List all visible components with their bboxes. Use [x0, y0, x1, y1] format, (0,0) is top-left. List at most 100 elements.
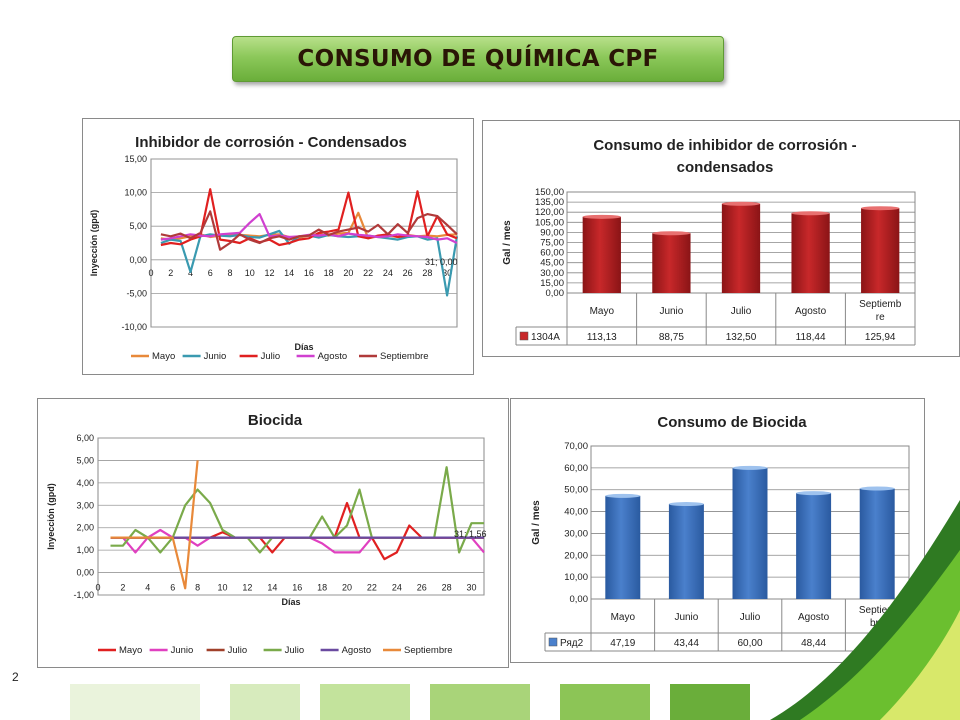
category-label: Junio [659, 306, 683, 317]
y-tick-label: 3,00 [76, 500, 94, 510]
legend-label: Agosto [342, 645, 372, 656]
y-tick-label: 4,00 [76, 478, 94, 488]
chart-panel-biocida-lineas: Biocida -1,00 0,00 1,00 2,00 3,00 4,00 5,00 6,00… [37, 398, 509, 668]
x-tick-label: 2 [168, 268, 173, 278]
chart-panel-inhibidor-lineas: Inhibidor de corrosión - Condensados -10,… [82, 118, 474, 375]
y-tick-label: 40,00 [564, 507, 588, 518]
y-tick-label: -10,00 [121, 322, 147, 332]
bar [605, 495, 641, 599]
y-axis-label: Inyección (gpd) [46, 483, 56, 550]
x-axis-label: Días [281, 597, 300, 607]
x-tick-label: 20 [343, 268, 353, 278]
bar [582, 216, 621, 293]
decor-strip [560, 684, 650, 720]
bar-cap [668, 502, 704, 507]
y-tick-label: 45,00 [540, 258, 564, 269]
legend-swatch [519, 331, 529, 341]
chart-title: Biocida [248, 412, 303, 429]
page-title: CONSUMO DE QUÍMICA CPF [297, 46, 659, 72]
y-tick-label: 5,00 [76, 455, 94, 465]
x-tick-label: 28 [442, 583, 452, 593]
series-line [110, 528, 485, 554]
chart-title: Inhibidor de corrosión - Condensados [135, 134, 407, 151]
x-tick-label: 10 [218, 583, 228, 593]
y-tick-label: 20,00 [564, 550, 588, 561]
x-tick-label: 12 [242, 583, 252, 593]
chart-title: condensados [677, 159, 774, 176]
y-tick-label: 15,00 [540, 278, 564, 289]
bar-cap [861, 206, 900, 211]
y-tick-label: 10,00 [564, 572, 588, 583]
data-label: 48,44 [801, 638, 826, 649]
x-tick-label: 0 [148, 268, 153, 278]
series-line [110, 501, 484, 561]
data-label: 118,44 [796, 332, 826, 343]
data-label: 113,13 [587, 332, 617, 343]
series-line [160, 210, 458, 251]
chart-panel-inhibidor-barras: Consumo de inhibidor de corrosión - conde… [482, 120, 960, 357]
y-tick-label: 30,00 [540, 268, 564, 279]
category-label: re [876, 312, 885, 323]
data-label: 47,19 [610, 638, 635, 649]
series-line [110, 466, 484, 554]
y-tick-label: 5,00 [129, 221, 147, 231]
x-tick-label: 18 [324, 268, 334, 278]
bar [721, 203, 761, 293]
chart-inhibidor-barras: Consumo de inhibidor de corrosión - conde… [502, 137, 916, 346]
y-tick-label: 10,00 [124, 188, 147, 198]
x-tick-label: 18 [317, 583, 327, 593]
data-label: 88,75 [659, 332, 684, 343]
y-tick-label: 1,00 [76, 545, 94, 555]
y-axis-label: Gal / mes [502, 220, 513, 265]
x-tick-label: 0 [95, 583, 100, 593]
decor-strip [320, 684, 410, 720]
y-tick-label: 135,00 [535, 197, 564, 208]
legend-label: Junio [171, 645, 194, 656]
series-line [160, 229, 459, 297]
category-label: Agosto [795, 306, 827, 317]
x-tick-label: 2 [120, 583, 125, 593]
category-label: Septiem [859, 605, 896, 616]
x-tick-label: 24 [383, 268, 393, 278]
y-tick-label: 60,00 [564, 463, 588, 474]
bar-cap [732, 465, 768, 470]
bar-cap [652, 231, 691, 236]
y-tick-label: -1,00 [73, 590, 94, 600]
decor-strip [70, 684, 200, 720]
x-tick-label: 22 [363, 268, 373, 278]
page-title-banner: CONSUMO DE QUÍMICA CPF [232, 36, 724, 82]
bar-cap [796, 491, 832, 496]
legend-label: Agosto [318, 351, 348, 362]
x-tick-label: 14 [267, 583, 277, 593]
x-tick-label: 28 [422, 268, 432, 278]
chart-title: Consumo de Biocida [657, 414, 807, 431]
legend-label: Septiembre [380, 351, 429, 362]
category-label: Junio [674, 612, 698, 623]
x-tick-label: 16 [292, 583, 302, 593]
category-label: Mayo [611, 612, 636, 623]
legend-label: Julio [285, 645, 305, 656]
legend-label: Mayo [152, 351, 175, 362]
y-tick-label: 6,00 [76, 433, 94, 443]
decor-strip [230, 684, 300, 720]
y-tick-label: -5,00 [126, 288, 147, 298]
bar [652, 233, 691, 293]
bar [796, 493, 832, 599]
plot-area [150, 158, 458, 328]
legend-label: Septiembre [404, 645, 453, 656]
bar-cap [791, 211, 830, 216]
category-label: Mayo [590, 306, 615, 317]
x-tick-label: 26 [417, 583, 427, 593]
y-tick-label: 15,00 [124, 154, 147, 164]
category-label: Julio [731, 306, 752, 317]
x-tick-label: 6 [170, 583, 175, 593]
bar [861, 208, 900, 293]
page-number: 2 [12, 670, 19, 684]
legend-label: Julio [228, 645, 248, 656]
y-tick-label: 70,00 [564, 441, 588, 452]
legend-label: Julio [261, 351, 281, 362]
bar [791, 213, 830, 293]
x-tick-label: 20 [342, 583, 352, 593]
bar-cap [721, 201, 761, 206]
bar [859, 488, 895, 599]
